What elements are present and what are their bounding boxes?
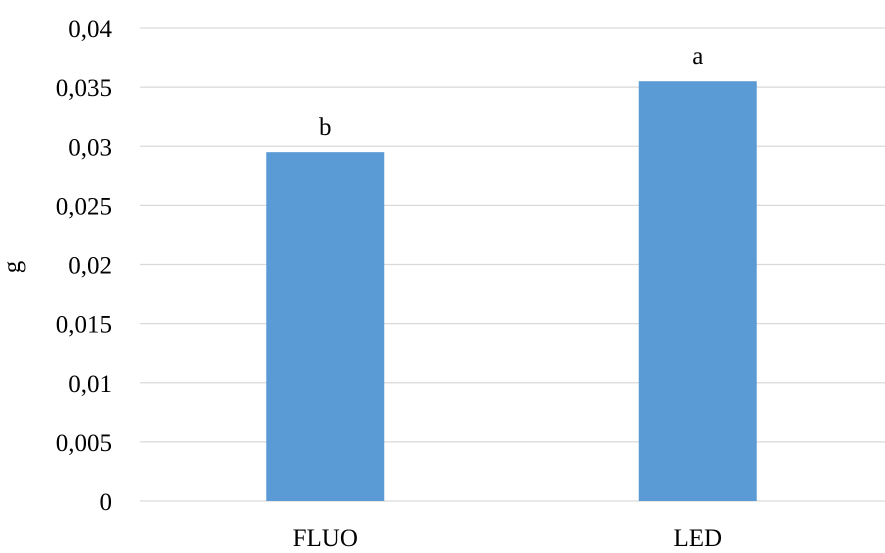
x-axis-category-labels: FLUO LED bbox=[293, 525, 722, 552]
y-tick-label: 0,02 bbox=[68, 253, 112, 280]
bars bbox=[266, 81, 757, 502]
y-tick-label: 0,04 bbox=[68, 16, 112, 43]
y-tick-label: 0,025 bbox=[56, 193, 112, 220]
y-tick-label: 0,015 bbox=[56, 312, 112, 339]
y-tick-label: 0,01 bbox=[68, 371, 112, 398]
y-tick-label: 0,035 bbox=[56, 75, 112, 102]
bar-fluo bbox=[266, 152, 385, 501]
bar-led bbox=[638, 81, 757, 502]
x-category-label: LED bbox=[673, 525, 722, 552]
y-tick-label: 0,005 bbox=[56, 430, 112, 457]
y-tick-label: 0 bbox=[100, 489, 113, 516]
gridlines bbox=[140, 27, 885, 502]
y-axis-tick-labels: 0 0,005 0,01 0,015 0,02 0,025 0,03 0,035 0,04 bbox=[56, 16, 113, 516]
bar-data-label: b bbox=[319, 114, 332, 141]
y-tick-label: 0,03 bbox=[68, 134, 112, 161]
y-axis-label: g bbox=[0, 260, 26, 273]
bar-data-label: a bbox=[692, 43, 703, 70]
x-category-label: FLUO bbox=[293, 525, 358, 552]
bar-data-labels: ba bbox=[319, 43, 703, 141]
